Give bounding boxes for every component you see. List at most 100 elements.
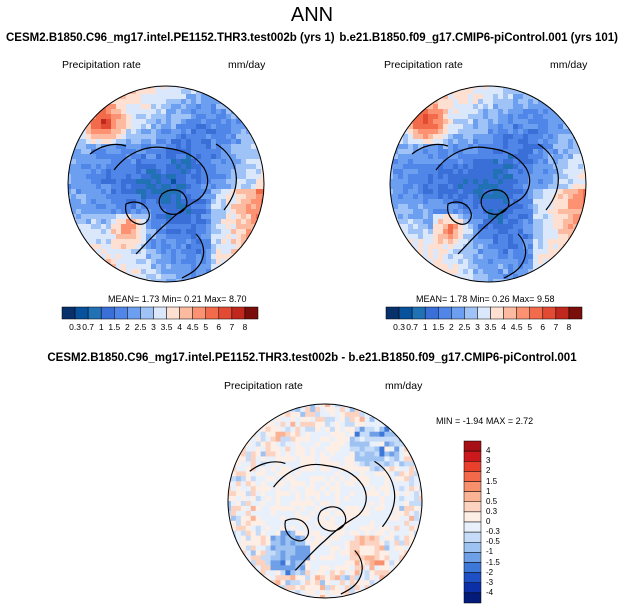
left-map-coastline — [215, 143, 237, 211]
main-title: ANN — [290, 4, 334, 26]
diff-max-value: 2.72 — [515, 416, 534, 426]
colorbar-tick-label: 0.7 — [406, 322, 419, 332]
diff-colorbar-tick-label: -1.5 — [486, 557, 500, 567]
colorbar-tick-label: 7 — [229, 322, 235, 332]
difference-title: CESM2.B1850.C96_mg17.intel.PE1152.THR3.t… — [47, 352, 577, 364]
diff-colorbar-tick-label: 4 — [486, 446, 491, 456]
right-colorbar — [385, 306, 583, 320]
left-min-value: 0.21 — [184, 294, 202, 304]
colorbar-tick-label: 2.5 — [458, 322, 471, 332]
right-panel-case-title: b.e21.B1850.f09_g17.CMIP6-piControl.001 … — [339, 32, 618, 44]
colorbar-tick-label: 6 — [540, 322, 546, 332]
colorbar-swatch — [218, 306, 233, 320]
colorbar-swatch — [529, 306, 544, 320]
diff-colorbar-swatch — [463, 572, 482, 583]
right-map-coastline — [435, 146, 531, 255]
diff-colorbar-tick-label: 2 — [486, 466, 491, 476]
colorbar-tick-label: 3.5 — [160, 322, 173, 332]
colorbar-tick-label: 4 — [177, 322, 182, 332]
diff-colorbar-tick-label: -1 — [486, 547, 494, 557]
left-map-coastline — [181, 233, 205, 279]
diff-min-label: MIN = — [436, 416, 461, 426]
colorbar-tick-label: 4 — [501, 322, 506, 332]
right-map-field — [390, 86, 586, 282]
diff-colorbar-swatch — [463, 552, 482, 563]
colorbar-swatch — [451, 306, 465, 320]
diff-colorbar-swatch — [463, 471, 482, 482]
diff-colorbar-swatch — [463, 450, 482, 462]
right-min-value: 0.26 — [492, 294, 510, 304]
difference-stats: MIN = -1.94 MAX = 2.72 — [436, 416, 533, 426]
diff-colorbar-tick-label: 3 — [486, 456, 491, 466]
colorbar-swatch — [153, 306, 167, 320]
colorbar-tick-label: 6 — [216, 322, 222, 332]
colorbar-swatch — [438, 306, 452, 320]
right-panel-units: mm/day — [550, 59, 588, 71]
diff-colorbar-tick-label: 0.5 — [486, 496, 498, 506]
diff-map-coastline — [340, 550, 363, 595]
colorbar-tick-label: 1.5 — [108, 322, 121, 332]
left-colorbar-labels: 0.3 0.7 1 1.5 2 2.5 3 3.5 4 4.5 5 6 7 8 — [62, 322, 258, 334]
colorbar-tick-label: 0.3 — [393, 322, 405, 332]
diff-colorbar-tick-label: 0.3 — [486, 506, 498, 516]
colorbar-swatch — [87, 306, 102, 320]
colorbar-swatch — [114, 306, 128, 320]
left-map-coastline — [125, 201, 150, 225]
right-panel-stats: MEAN= 1.78 Min= 0.26 Max= 9.58 — [416, 294, 554, 304]
diff-colorbar-tick-label: -0.3 — [486, 527, 500, 537]
right-map-coastline — [447, 201, 472, 225]
colorbar-tick-label: 7 — [553, 322, 559, 332]
diff-colorbar-tick-label: 0 — [486, 517, 491, 526]
colorbar-tick-label: 1 — [422, 322, 428, 332]
left-map-border — [67, 85, 265, 283]
colorbar-swatch — [424, 306, 439, 320]
colorbar-swatch — [542, 306, 557, 320]
left-min-label: Min= — [161, 294, 182, 304]
diff-colorbar-tick-label: -4 — [486, 587, 494, 597]
diff-colorbar-swatch — [463, 562, 482, 573]
colorbar-swatch — [411, 306, 426, 320]
right-polar-map — [389, 85, 587, 283]
diff-colorbar-swatch — [463, 521, 482, 533]
difference-variable: Precipitation rate — [224, 380, 303, 392]
diff-map-border — [227, 403, 423, 599]
colorbar-tick-label: 3.5 — [484, 322, 497, 332]
colorbar-swatch — [503, 306, 517, 320]
right-mean-value: 1.78 — [449, 294, 468, 304]
colorbar-swatch — [192, 306, 206, 320]
colorbar-swatch — [179, 306, 193, 320]
left-map-coastline — [89, 143, 127, 155]
diff-min-value: -1.94 — [462, 416, 484, 426]
right-mean-label: MEAN= — [416, 294, 448, 304]
colorbar-tick-label: 4.5 — [186, 322, 199, 332]
diff-colorbar-swatch — [463, 461, 482, 472]
colorbar-swatch — [555, 306, 570, 320]
right-map-coastline — [537, 143, 559, 211]
left-map-coastline — [113, 146, 209, 255]
diff-colorbar-tick-label: -2 — [486, 567, 494, 577]
colorbar-swatch — [231, 306, 246, 320]
left-panel-case-title: CESM2.B1850.C96_mg17.intel.PE1152.THR3.t… — [6, 32, 335, 44]
difference-units: mm/day — [385, 380, 423, 392]
colorbar-swatch — [464, 306, 478, 320]
diff-map-coastline — [273, 463, 367, 571]
colorbar-tick-label: 1.5 — [432, 322, 445, 332]
colorbar-tick-label: 3 — [151, 322, 156, 332]
diff-colorbar-swatch — [463, 582, 482, 594]
left-colorbar — [61, 306, 259, 320]
right-panel-variable: Precipitation rate — [384, 59, 463, 71]
left-max-label: Max= — [204, 294, 227, 304]
diff-colorbar-swatch — [463, 542, 482, 553]
colorbar-swatch — [100, 306, 115, 320]
left-map-field — [68, 86, 264, 282]
colorbar-swatch — [568, 306, 583, 320]
colorbar-swatch — [385, 306, 400, 320]
left-panel-units: mm/day — [228, 59, 266, 71]
diff-map-field — [227, 403, 423, 599]
right-colorbar-labels: 0.3 0.7 1 1.5 2 2.5 3 3.5 4 4.5 5 6 7 8 — [386, 322, 582, 334]
left-mean-label: MEAN= — [108, 294, 140, 304]
colorbar-swatch — [516, 306, 530, 320]
right-max-value: 9.58 — [536, 294, 555, 304]
diff-colorbar-swatch — [463, 491, 482, 502]
colorbar-swatch — [477, 306, 491, 320]
